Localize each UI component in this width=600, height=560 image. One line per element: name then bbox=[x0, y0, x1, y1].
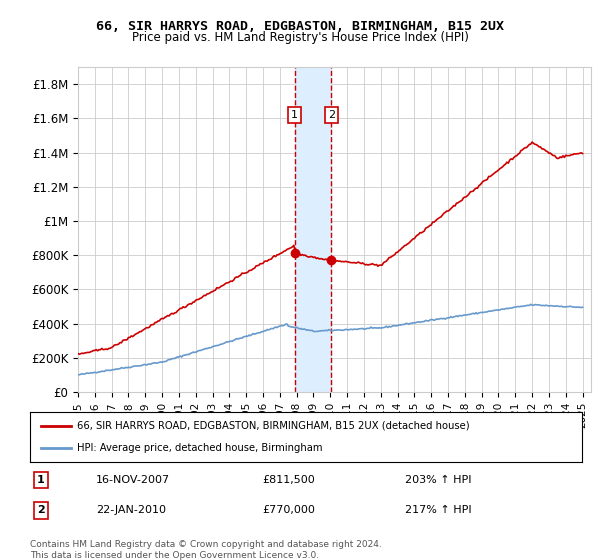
Text: 1: 1 bbox=[37, 475, 45, 485]
Text: 217% ↑ HPI: 217% ↑ HPI bbox=[406, 505, 472, 515]
Text: £770,000: £770,000 bbox=[262, 505, 315, 515]
Text: 2: 2 bbox=[328, 110, 335, 120]
Bar bbox=[295, 67, 331, 392]
Text: 16-NOV-2007: 16-NOV-2007 bbox=[96, 475, 170, 485]
Text: Price paid vs. HM Land Registry's House Price Index (HPI): Price paid vs. HM Land Registry's House … bbox=[131, 31, 469, 44]
Text: Contains HM Land Registry data © Crown copyright and database right 2024.
This d: Contains HM Land Registry data © Crown c… bbox=[30, 540, 382, 560]
Text: 2: 2 bbox=[37, 505, 45, 515]
Text: 203% ↑ HPI: 203% ↑ HPI bbox=[406, 475, 472, 485]
Text: HPI: Average price, detached house, Birmingham: HPI: Average price, detached house, Birm… bbox=[77, 443, 322, 453]
Text: £811,500: £811,500 bbox=[262, 475, 314, 485]
Text: 1: 1 bbox=[291, 110, 298, 120]
Text: 22-JAN-2010: 22-JAN-2010 bbox=[96, 505, 166, 515]
Text: 66, SIR HARRYS ROAD, EDGBASTON, BIRMINGHAM, B15 2UX: 66, SIR HARRYS ROAD, EDGBASTON, BIRMINGH… bbox=[96, 20, 504, 32]
Text: 66, SIR HARRYS ROAD, EDGBASTON, BIRMINGHAM, B15 2UX (detached house): 66, SIR HARRYS ROAD, EDGBASTON, BIRMINGH… bbox=[77, 421, 470, 431]
